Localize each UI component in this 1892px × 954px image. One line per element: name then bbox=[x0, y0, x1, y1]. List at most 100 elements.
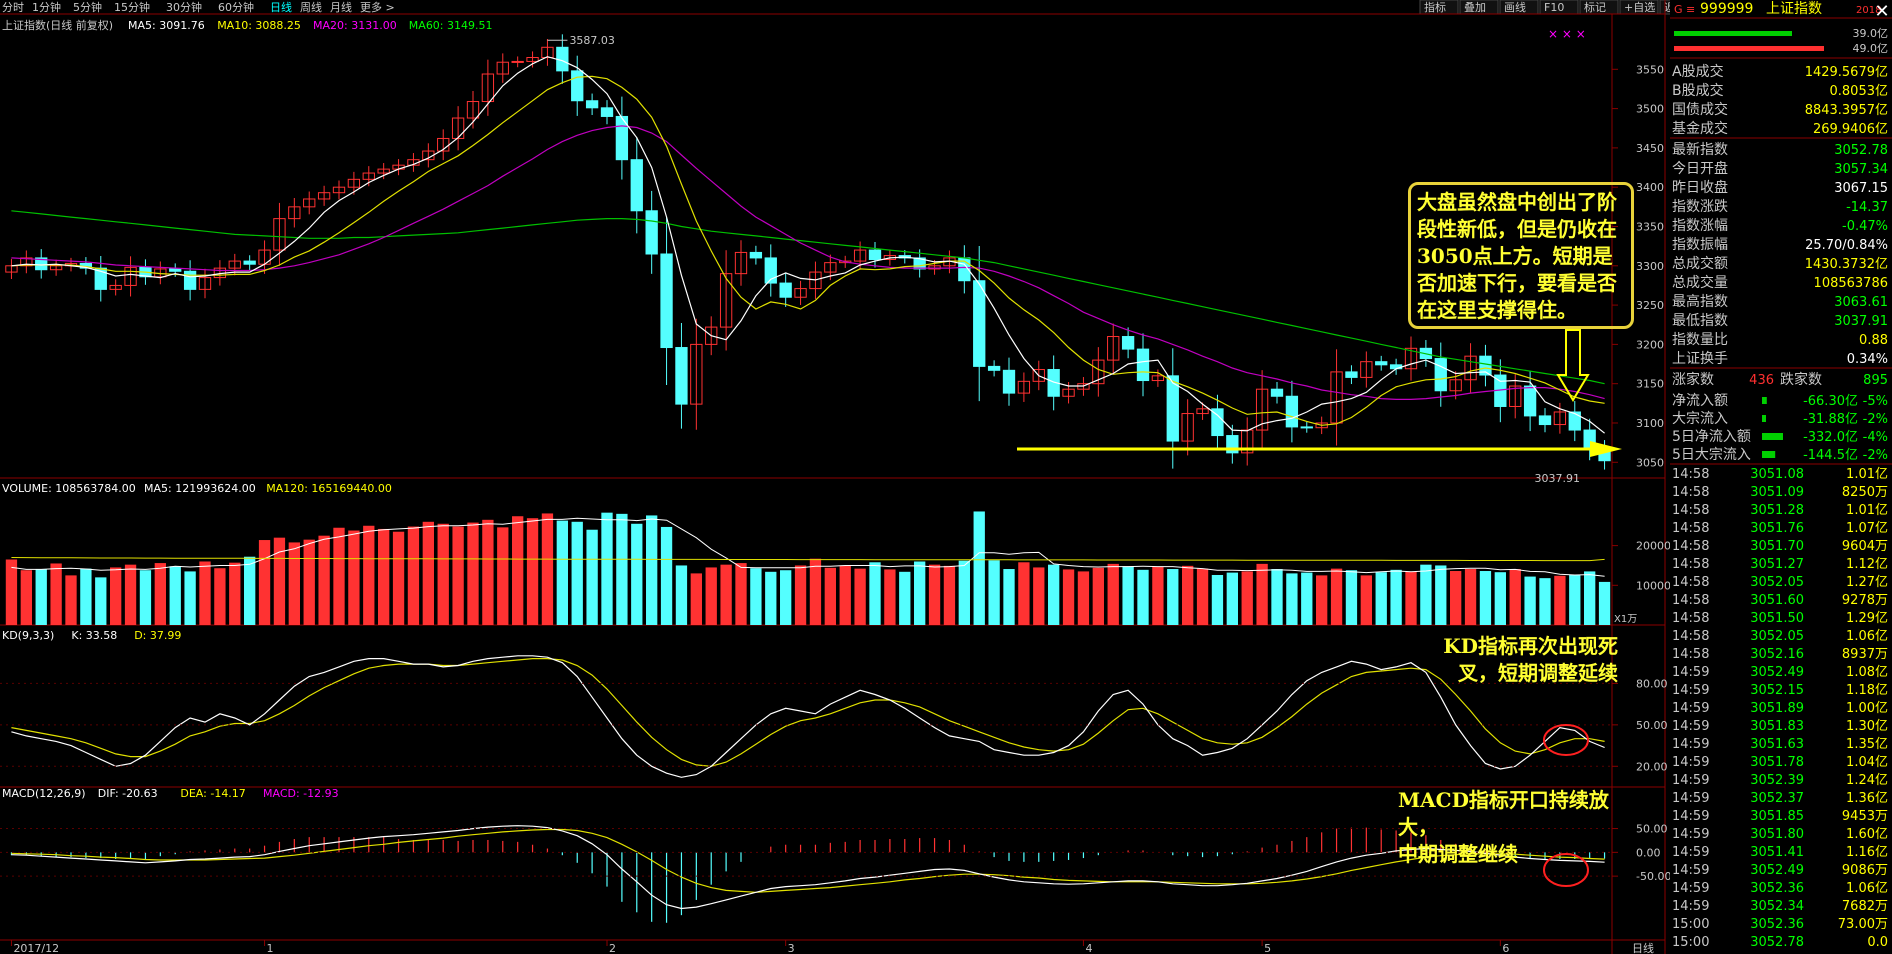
volume-bar bbox=[1286, 573, 1298, 625]
period-0: 分时 bbox=[2, 1, 24, 14]
volume-bar bbox=[750, 568, 762, 625]
tick-row-0-price: 3051.08 bbox=[1750, 467, 1804, 482]
volume-bar bbox=[333, 527, 345, 625]
tick-row-0-time: 14:58 bbox=[1672, 467, 1709, 482]
annotation-marks: × × × bbox=[1017, 27, 1622, 887]
candle-body bbox=[675, 347, 688, 405]
period-6: 日线 bbox=[270, 0, 292, 14]
volume-bar bbox=[1048, 564, 1060, 625]
candle-body bbox=[526, 57, 539, 62]
volume-bar bbox=[229, 562, 241, 625]
macd-annotation: MACD指标开口持续放大， 中期调整继续 bbox=[1398, 788, 1609, 866]
close-icon[interactable]: ✕ bbox=[1874, 1, 1890, 22]
quote-row-11-value: 0.34% bbox=[1847, 352, 1888, 367]
tick-row-25-time: 15:00 bbox=[1672, 917, 1709, 932]
volume-bar bbox=[1107, 563, 1119, 625]
volume-bar bbox=[139, 570, 152, 625]
volume-bar bbox=[1062, 569, 1075, 625]
volume-bar bbox=[526, 518, 539, 625]
flow-row-3-value: -144.5亿 bbox=[1803, 448, 1858, 463]
volume-bar bbox=[1450, 571, 1462, 625]
volume-bar bbox=[765, 571, 777, 625]
candle-body bbox=[94, 267, 107, 290]
quote-row-3-label: 指数涨跌 bbox=[1672, 199, 1728, 215]
tick-row-10-price: 3052.16 bbox=[1750, 647, 1804, 662]
period-9: 更多 > bbox=[360, 0, 395, 14]
tick-row-2-time: 14:58 bbox=[1672, 503, 1709, 518]
tick-row-5-volume: 1.12亿 bbox=[1846, 557, 1888, 572]
volume-bar bbox=[124, 564, 137, 625]
tick-row-11-volume: 1.08亿 bbox=[1846, 665, 1888, 680]
candle-body bbox=[630, 159, 643, 212]
candle-body bbox=[1345, 371, 1358, 378]
quote-row-9-label: 最低指数 bbox=[1672, 313, 1728, 329]
candle-body bbox=[481, 73, 495, 103]
volume-bar bbox=[1226, 572, 1238, 625]
tick-row-21-volume: 1.16亿 bbox=[1846, 845, 1888, 860]
volume-bar bbox=[646, 515, 658, 625]
flow-row-2-pct: -4% bbox=[1863, 430, 1888, 445]
legend-item-3: MACD: -12.93 bbox=[263, 787, 339, 800]
tick-row-8-time: 14:58 bbox=[1672, 611, 1709, 626]
period-8: 月线 bbox=[330, 0, 352, 14]
flow-row-3-pct: -2% bbox=[1863, 448, 1888, 463]
down-arrow bbox=[1556, 329, 1590, 402]
volume-bar bbox=[1092, 567, 1104, 625]
macd-tick-label: -50.00 bbox=[1636, 870, 1671, 883]
volume-bar bbox=[1152, 566, 1164, 625]
quote-row-5-label: 指数振幅 bbox=[1672, 237, 1728, 253]
tick-row-12-volume: 1.18亿 bbox=[1846, 683, 1888, 698]
quote-row-0-value: 3052.78 bbox=[1834, 143, 1888, 158]
tick-row-24-volume: 7682万 bbox=[1842, 899, 1888, 914]
month-label-4: 4 bbox=[1085, 942, 1092, 954]
macd-dif-line bbox=[11, 825, 1605, 910]
volume-bar bbox=[497, 527, 509, 625]
flow-row-0-bar bbox=[1762, 397, 1767, 404]
market-row-2-label: 国债成交 bbox=[1672, 101, 1728, 118]
candle-body bbox=[1255, 388, 1269, 431]
macd-tick-label: 0.00 bbox=[1636, 846, 1661, 859]
legend-item-1: MA5: 121993624.00 bbox=[144, 482, 256, 495]
tick-row-18-time: 14:59 bbox=[1672, 791, 1709, 806]
candle-body bbox=[1464, 355, 1477, 381]
candle-body bbox=[839, 260, 852, 264]
tick-row-13-volume: 1.00亿 bbox=[1846, 701, 1888, 716]
period-label: 日线 bbox=[1632, 941, 1654, 954]
marker-stars: × × × bbox=[1548, 27, 1586, 41]
candle-body bbox=[1434, 358, 1447, 392]
volume-bar bbox=[154, 563, 166, 625]
quote-row-1-label: 今日开盘 bbox=[1672, 160, 1728, 177]
price-tick-label: 3400 bbox=[1636, 181, 1664, 194]
quote-row-10-label: 指数量比 bbox=[1672, 332, 1728, 348]
volume-bar bbox=[705, 567, 717, 625]
legend-item-0: KD(9,3,3) bbox=[2, 629, 54, 642]
tick-row-9-price: 3052.05 bbox=[1750, 629, 1804, 644]
volume-bar bbox=[824, 567, 836, 625]
period-4: 30分钟 bbox=[166, 0, 202, 14]
side-bg bbox=[1670, 0, 1892, 954]
macd-pane bbox=[10, 825, 1606, 923]
tick-row-21-time: 14:59 bbox=[1672, 845, 1709, 860]
volume-bar bbox=[95, 577, 107, 625]
tick-row-5-price: 3051.27 bbox=[1750, 557, 1804, 572]
candle-body bbox=[1315, 422, 1328, 429]
market-row-2-value: 8843.3957亿 bbox=[1805, 103, 1888, 118]
volume-bar bbox=[452, 526, 464, 625]
tick-row-23-price: 3052.36 bbox=[1750, 881, 1804, 896]
tick-row-21-price: 3051.41 bbox=[1750, 845, 1804, 860]
quote-row-4-value: -0.47% bbox=[1842, 219, 1888, 234]
tick-row-24-time: 14:59 bbox=[1672, 899, 1709, 914]
side-panel: G ≡ 999999 上证指数 2018 39.0亿 49.0亿 A股成交 1429.5679… bbox=[1670, 0, 1892, 954]
flow-row-0-label: 净流入额 bbox=[1672, 393, 1728, 409]
volume-bar bbox=[1420, 564, 1432, 625]
volume-bar bbox=[258, 540, 271, 625]
candle-body bbox=[1330, 371, 1343, 424]
volume-bar bbox=[1077, 571, 1090, 625]
period-toolbar[interactable]: 分时 1分钟 5分钟 15分钟 30分钟 60分钟 日线 周线 月线 更多 > bbox=[2, 0, 1699, 15]
candle-body bbox=[1002, 369, 1016, 394]
candle-body bbox=[109, 284, 122, 290]
candle-body bbox=[1136, 348, 1150, 382]
volume-bar bbox=[407, 526, 420, 625]
legend-item-0: MACD(12,26,9) bbox=[2, 787, 86, 800]
